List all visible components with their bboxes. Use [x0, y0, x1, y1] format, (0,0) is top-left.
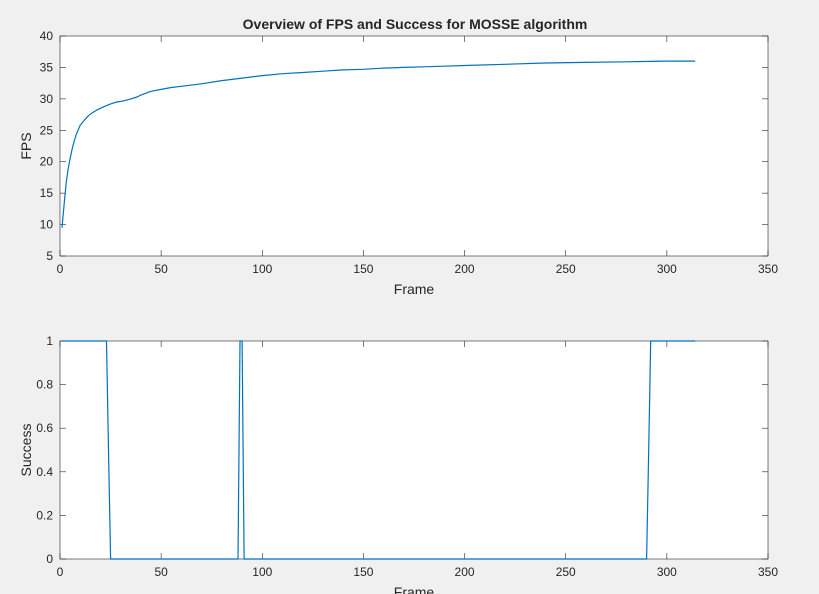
fps-ytick-label: 10 — [40, 218, 54, 232]
fps-xtick-label: 150 — [353, 262, 373, 276]
success-plot-area — [59, 340, 769, 560]
fps-xlabel: Frame — [394, 281, 435, 297]
fps-xtick-label: 50 — [154, 262, 168, 276]
fps-ytick-label: 35 — [40, 60, 54, 74]
fps-ytick-label: 30 — [40, 92, 54, 106]
fps-ylabel: FPS — [18, 132, 34, 159]
success-xtick-label: 350 — [758, 565, 778, 579]
fps-ytick-label: 20 — [40, 155, 54, 169]
fps-xtick-label: 250 — [556, 262, 576, 276]
success-xtick-label: 150 — [353, 565, 373, 579]
success-xtick-label: 50 — [154, 565, 168, 579]
success-xtick-label: 100 — [252, 565, 272, 579]
success-ytick-label: 0.8 — [36, 378, 53, 392]
figure-title: Overview of FPS and Success for MOSSE al… — [243, 16, 588, 32]
fps-ytick-label: 25 — [40, 123, 54, 137]
success-xlabel: Frame — [394, 584, 435, 594]
success-ylabel: Success — [18, 424, 34, 477]
success-xtick-label: 0 — [57, 565, 64, 579]
success-ytick-label: 0.2 — [36, 508, 53, 522]
fps-ytick-label: 5 — [46, 249, 53, 263]
success-ytick-label: 0.6 — [36, 421, 53, 435]
fps-ytick-label: 15 — [40, 186, 54, 200]
fps-xtick-label: 350 — [758, 262, 778, 276]
success-xtick-label: 300 — [657, 565, 677, 579]
fps-ytick-label: 40 — [40, 29, 54, 43]
fps-series-line — [61, 60, 696, 228]
fps-xtick-label: 200 — [455, 262, 475, 276]
fps-xtick-label: 100 — [252, 262, 272, 276]
success-series-line — [62, 340, 696, 560]
success-xtick-label: 200 — [455, 565, 475, 579]
fps-xtick-label: 0 — [57, 262, 64, 276]
success-axes: 0 50 100 150 200 250 300 350 0 0.2 0.4 0.6 0.8 1 Frame… — [18, 334, 778, 594]
fps-plot-area — [59, 35, 769, 257]
success-xtick-label: 250 — [556, 565, 576, 579]
success-ytick-label: 0 — [46, 552, 53, 566]
success-ytick-label: 0.4 — [36, 465, 53, 479]
success-ytick-label: 1 — [46, 334, 53, 348]
fps-axes: 0 50 100 150 200 250 300 350 5 10 15 20 25 30 35 40 Fram… — [18, 29, 778, 297]
fps-xtick-label: 300 — [657, 262, 677, 276]
